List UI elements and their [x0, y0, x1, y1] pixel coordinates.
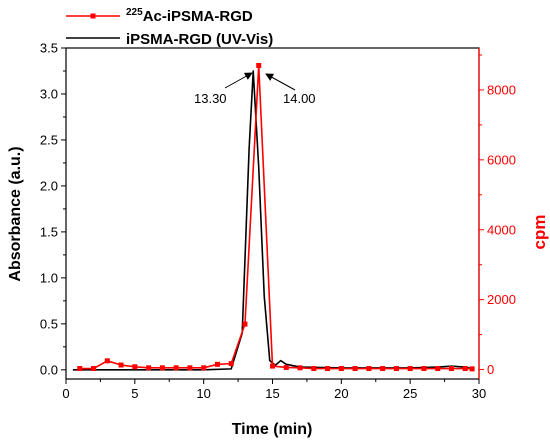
right-y-tick-label: 2000 — [487, 292, 516, 307]
left-y-axis: 0.0 0.5 1.0 1.5 2.0 2.5 3.0 3.5 — [40, 41, 66, 377]
uv-vis-series — [72, 70, 473, 371]
right-y-tick-label: 6000 — [487, 152, 516, 167]
radio-point — [201, 365, 207, 371]
radio-point — [283, 364, 289, 370]
legend-marker-radio — [90, 13, 96, 19]
radio-point — [338, 366, 344, 372]
annotation-label-14-00: 14.00 — [283, 91, 316, 106]
left-y-axis-title: Absorbance (a.u.) — [7, 146, 24, 281]
radio-point — [118, 362, 124, 368]
left-y-tick-label: 0.5 — [40, 316, 58, 331]
radio-point — [228, 361, 234, 367]
left-y-tick-label: 0.0 — [40, 362, 58, 377]
annotation-13-30: 13.30 — [194, 72, 253, 106]
radio-point — [104, 358, 110, 364]
legend-label-radio-isotope: 225 — [126, 7, 143, 18]
uv-vis-line — [72, 70, 473, 371]
left-y-tick-label: 3.0 — [40, 86, 58, 101]
left-y-tick-label: 1.5 — [40, 224, 58, 239]
radio-point — [146, 365, 152, 371]
radio-point — [242, 321, 248, 327]
radio-point — [214, 361, 220, 367]
radio-point — [435, 366, 441, 372]
radio-point — [297, 365, 303, 371]
right-y-axis: 0 2000 4000 6000 8000 — [478, 48, 516, 379]
legend: 225Ac-iPSMA-RGD iPSMA-RGD (UV-Vis) — [66, 7, 273, 48]
radio-point — [270, 363, 275, 369]
radio-point — [311, 366, 317, 372]
left-y-tick-label: 2.0 — [40, 178, 58, 193]
x-tick-label: 10 — [196, 386, 210, 401]
radio-point — [393, 366, 399, 372]
x-tick-label: 30 — [472, 386, 486, 401]
right-y-tick-label: 4000 — [487, 222, 516, 237]
annotation-arrow-14-00 — [265, 73, 296, 91]
radio-point — [407, 366, 413, 372]
radio-point — [256, 62, 262, 68]
radio-point — [325, 366, 331, 372]
radio-point — [132, 364, 138, 370]
left-y-tick-label: 2.5 — [40, 132, 58, 147]
x-tick-label: 20 — [334, 386, 348, 401]
annotation-arrow-13-30 — [224, 72, 253, 89]
legend-label-uv: iPSMA-RGD (UV-Vis) — [126, 31, 273, 48]
x-tick-label: 5 — [131, 386, 138, 401]
radio-point — [173, 365, 179, 371]
right-y-axis-title: cpm — [530, 215, 549, 250]
radio-point — [421, 366, 427, 372]
x-tick-label: 25 — [403, 386, 417, 401]
x-tick-label: 15 — [265, 386, 279, 401]
radio-point — [352, 366, 358, 372]
x-tick-label: 0 — [62, 386, 69, 401]
radio-point — [187, 365, 193, 371]
radio-point — [380, 366, 386, 372]
radio-series — [77, 62, 475, 372]
radio-point — [462, 366, 468, 372]
legend-label-radio-text: Ac-iPSMA-RGD — [143, 8, 253, 25]
radio-point — [469, 366, 475, 372]
left-y-tick-label: 1.0 — [40, 270, 58, 285]
annotation-14-00: 14.00 — [265, 73, 316, 106]
right-y-tick-label: 8000 — [487, 82, 516, 97]
radio-point — [366, 366, 372, 372]
radio-point — [77, 366, 83, 372]
radio-point — [159, 365, 165, 371]
x-axis: 0 5 10 15 20 25 30 — [62, 379, 486, 401]
left-y-tick-label: 3.5 — [40, 41, 58, 56]
x-axis-title: Time (min) — [232, 421, 313, 438]
right-y-tick-label: 0 — [487, 362, 494, 377]
legend-label-radio: 225Ac-iPSMA-RGD — [126, 7, 253, 25]
radio-point — [448, 366, 454, 372]
radio-point — [91, 366, 97, 372]
plot-frame — [65, 47, 480, 380]
annotation-label-13-30: 13.30 — [194, 91, 227, 106]
radio-line — [79, 64, 473, 370]
